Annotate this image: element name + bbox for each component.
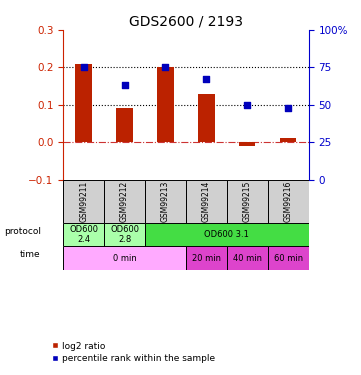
Text: OD600
2.8: OD600 2.8	[110, 225, 139, 244]
Text: GSM99212: GSM99212	[120, 180, 129, 222]
Bar	[268, 246, 309, 270]
Point	[244, 102, 250, 108]
Text: 60 min: 60 min	[274, 254, 303, 263]
Text: GSM99215: GSM99215	[243, 180, 252, 222]
Bar	[268, 180, 309, 223]
Bar	[63, 246, 186, 270]
Legend: log2 ratio, percentile rank within the sample: log2 ratio, percentile rank within the s…	[48, 338, 219, 367]
Bar	[227, 246, 268, 270]
Text: GSM99211: GSM99211	[79, 180, 88, 222]
Bar	[198, 93, 214, 142]
Point	[81, 64, 87, 70]
Bar	[63, 223, 104, 246]
Text: 40 min: 40 min	[233, 254, 262, 263]
Text: OD600 3.1: OD600 3.1	[204, 230, 249, 239]
Point	[285, 105, 291, 111]
Bar	[116, 108, 133, 142]
Text: OD600
2.4: OD600 2.4	[69, 225, 98, 244]
Bar	[104, 223, 145, 246]
Bar	[280, 138, 296, 142]
Point	[122, 82, 127, 88]
Bar	[186, 246, 227, 270]
Bar	[75, 64, 92, 142]
Text: 20 min: 20 min	[192, 254, 221, 263]
Text: GSM99216: GSM99216	[284, 180, 293, 222]
Text: time: time	[20, 250, 41, 259]
Bar	[145, 223, 309, 246]
Bar	[186, 180, 227, 223]
Bar	[157, 68, 174, 142]
Bar	[227, 180, 268, 223]
Text: protocol: protocol	[4, 226, 41, 236]
Bar	[145, 180, 186, 223]
Point	[162, 64, 168, 70]
Bar	[63, 180, 104, 223]
Title: GDS2600 / 2193: GDS2600 / 2193	[129, 15, 243, 29]
Text: GSM99214: GSM99214	[202, 180, 211, 222]
Text: 0 min: 0 min	[113, 254, 136, 263]
Bar	[239, 142, 256, 146]
Bar	[104, 180, 145, 223]
Text: GSM99213: GSM99213	[161, 180, 170, 222]
Point	[204, 76, 209, 82]
